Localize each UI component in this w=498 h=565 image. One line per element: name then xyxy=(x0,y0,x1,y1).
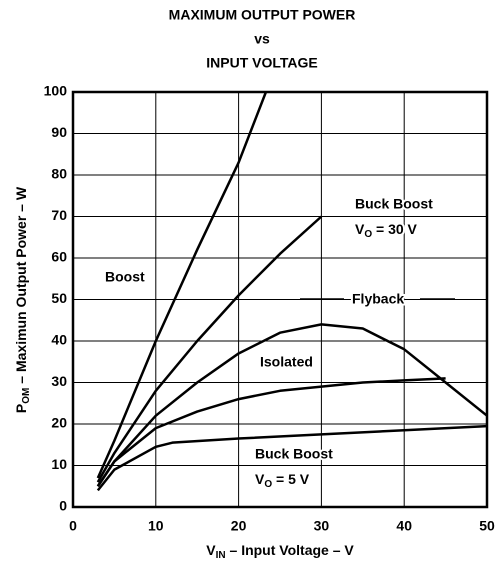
x-tick-label: 40 xyxy=(396,518,412,534)
series-label: Flyback xyxy=(352,291,404,307)
series-condition: VO = 5 V xyxy=(255,471,310,490)
y-axis-label: POM – Maximun Output Power – W xyxy=(13,186,32,413)
condition-main: V xyxy=(255,471,265,487)
series-line xyxy=(96,377,446,487)
series-label: Boost xyxy=(105,269,145,285)
y-tick-label: 30 xyxy=(51,373,67,389)
y-tick-label: 100 xyxy=(44,83,68,99)
chart-title: vs xyxy=(254,31,270,47)
y-tick-label: 10 xyxy=(51,456,67,472)
condition-sub: O xyxy=(364,229,372,240)
series-condition: VO = 30 V xyxy=(355,221,418,240)
y-tick-label: 40 xyxy=(51,332,67,348)
series-label: Buck Boost xyxy=(355,196,433,212)
y-tick-label: 50 xyxy=(51,290,67,306)
series-line xyxy=(96,215,323,483)
chart-title: INPUT VOLTAGE xyxy=(206,55,317,71)
condition-sub: O xyxy=(264,479,272,490)
y-tick-label: 20 xyxy=(51,415,67,431)
y-tick-label: 70 xyxy=(51,207,67,223)
x-tick-label: 10 xyxy=(148,518,164,534)
y-tick-label: 60 xyxy=(51,249,67,265)
x-tick-label: 30 xyxy=(314,518,330,534)
series-label: Isolated xyxy=(260,354,313,370)
x-tick-label: 0 xyxy=(69,518,77,534)
series-label: Buck Boost xyxy=(255,446,333,462)
x-axis-label: VIN – Input Voltage – V xyxy=(206,542,354,561)
chart-title: MAXIMUM OUTPUT POWER xyxy=(169,7,356,23)
condition-main: V xyxy=(355,221,365,237)
series-line xyxy=(96,323,488,487)
x-tick-label: 50 xyxy=(479,518,495,534)
series-line xyxy=(96,91,268,479)
series-line xyxy=(96,424,488,492)
condition-rest: = 30 V xyxy=(372,221,417,237)
y-tick-label: 90 xyxy=(51,124,67,140)
x-tick-label: 20 xyxy=(231,518,247,534)
plot-border xyxy=(71,90,489,509)
condition-rest: = 5 V xyxy=(272,471,310,487)
y-tick-label: 0 xyxy=(59,498,67,514)
y-tick-label: 80 xyxy=(51,166,67,182)
